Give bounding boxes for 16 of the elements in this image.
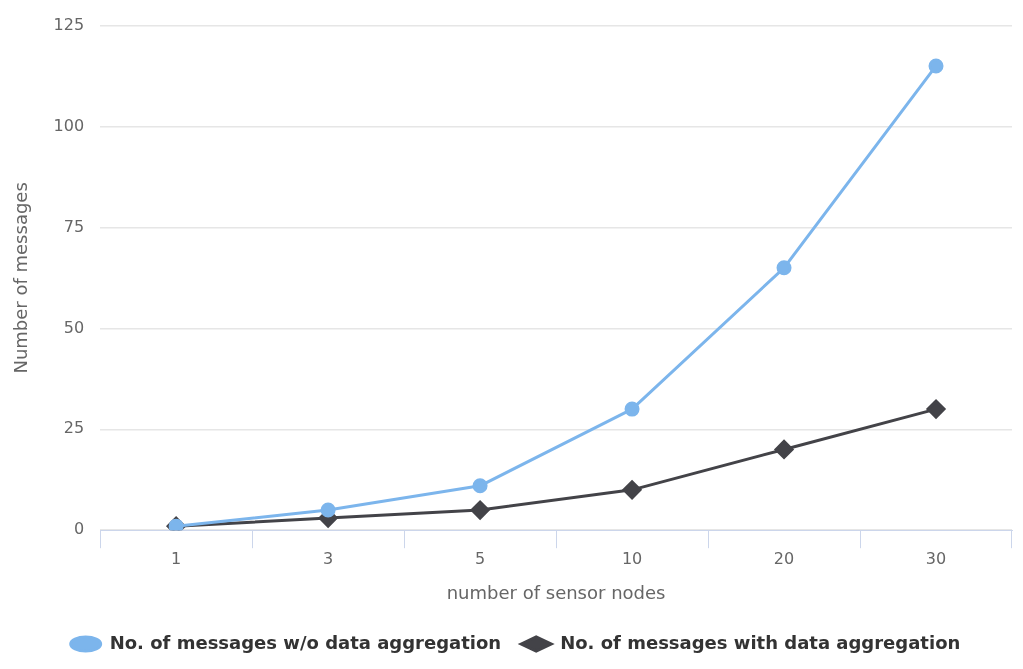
y-axis-title: Number of messages <box>10 182 32 374</box>
y-tick-label: 50 <box>63 317 85 337</box>
x-axis-title: number of sensor nodes <box>446 581 666 603</box>
x-tick-label: 20 <box>773 548 795 568</box>
y-tick-label: 25 <box>63 418 85 438</box>
legend-label: No. of messages with data aggregation <box>560 631 961 653</box>
x-tick-label: 5 <box>474 548 486 568</box>
y-tick-label: 125 <box>53 14 85 34</box>
y-tick-label: 75 <box>63 216 85 236</box>
x-tick-label: 10 <box>621 548 643 568</box>
legend-label: No. of messages w/o data aggregation <box>109 631 502 653</box>
x-tick-label: 3 <box>323 548 334 568</box>
x-tick-label: 1 <box>171 548 182 568</box>
y-tick-label: 100 <box>53 115 85 135</box>
x-tick-label: 30 <box>925 548 947 568</box>
y-tick-label: 0 <box>73 519 85 539</box>
